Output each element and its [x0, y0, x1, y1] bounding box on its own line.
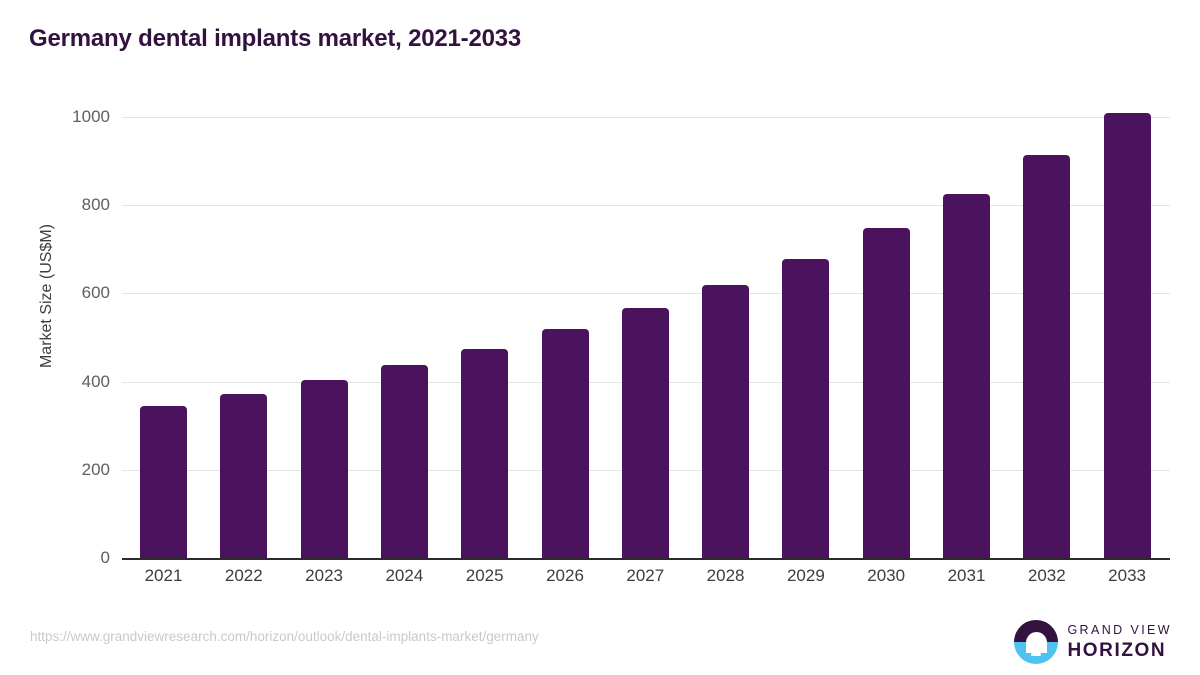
x-tick-label: 2022 — [224, 566, 263, 585]
grand-view-horizon-logo: GRAND VIEW HORIZON — [1014, 620, 1172, 664]
y-tick-label: 600 — [81, 283, 110, 303]
logo-text-horizon: HORIZON — [1067, 639, 1167, 661]
bar[interactable] — [943, 193, 990, 558]
x-tick-label: 2030 — [867, 566, 906, 585]
x-tick-label: 2031 — [947, 566, 986, 585]
bar[interactable] — [702, 284, 750, 558]
bar[interactable] — [782, 259, 830, 558]
logo-top-half — [1014, 620, 1059, 642]
x-tick-label: 2025 — [465, 566, 504, 585]
bar[interactable] — [220, 394, 268, 558]
y-tick-label: 200 — [81, 459, 110, 479]
horizon-circle-icon — [1014, 620, 1059, 664]
x-tick-label: 2033 — [1108, 566, 1146, 585]
y-tick-label: 0 — [100, 548, 110, 567]
x-tick-label: 2024 — [385, 566, 424, 585]
gridline — [122, 205, 1170, 207]
x-tick-label: 2023 — [305, 566, 343, 585]
axis-baseline — [122, 558, 1170, 560]
x-tick-label: 2026 — [546, 566, 584, 585]
logo-line-lower — [1031, 653, 1042, 656]
y-tick-label: 1000 — [72, 107, 110, 126]
gridline — [122, 293, 1170, 295]
bar[interactable] — [461, 348, 509, 558]
y-tick-label: 400 — [81, 371, 110, 391]
page-title: Germany dental implants market, 2021-203… — [29, 25, 522, 52]
x-tick-label: 2021 — [144, 566, 183, 585]
bar[interactable] — [380, 365, 428, 558]
source-url[interactable]: https://www.grandviewresearch.com/horizo… — [30, 629, 539, 644]
bar[interactable] — [541, 329, 589, 558]
x-tick-label: 2032 — [1027, 566, 1066, 585]
logo-dome-shape — [1025, 632, 1047, 654]
x-tick-label: 2028 — [706, 566, 745, 585]
logo-wordmark: GRAND VIEW HORIZON — [1067, 624, 1172, 660]
logo-line-upper — [1028, 647, 1045, 651]
bar[interactable] — [621, 308, 669, 558]
logo-text-grand-view: GRAND VIEW — [1067, 623, 1172, 638]
bar[interactable] — [140, 405, 187, 558]
bar[interactable] — [300, 380, 348, 558]
x-tick-label: 2029 — [786, 566, 825, 585]
x-tick-label: 2027 — [626, 566, 665, 585]
y-tick-label: 800 — [81, 195, 110, 215]
bar[interactable] — [1103, 113, 1151, 558]
bar[interactable] — [862, 228, 910, 558]
bar[interactable] — [1023, 155, 1071, 558]
gridline — [122, 117, 1170, 118]
